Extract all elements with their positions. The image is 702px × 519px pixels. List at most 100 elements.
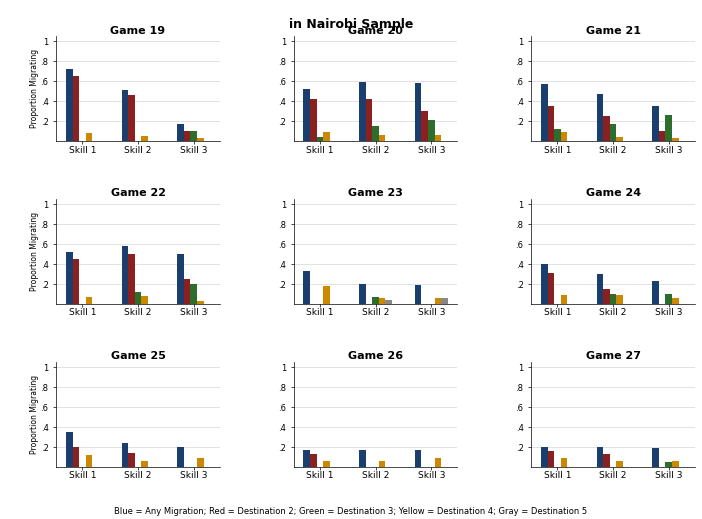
Bar	[610, 125, 616, 141]
Bar	[561, 295, 567, 304]
Bar	[128, 254, 135, 304]
Bar	[597, 274, 603, 304]
Bar	[541, 85, 548, 141]
Bar	[616, 295, 623, 304]
Bar	[415, 285, 421, 304]
Bar	[603, 289, 610, 304]
Bar	[652, 281, 659, 304]
Bar	[86, 455, 92, 467]
Bar	[303, 89, 310, 141]
Bar	[672, 298, 679, 304]
Title: Game 21: Game 21	[585, 25, 641, 36]
Bar	[86, 297, 92, 304]
Bar	[672, 139, 679, 141]
Title: Game 24: Game 24	[585, 188, 641, 198]
Bar	[366, 99, 372, 141]
Y-axis label: Proportion Migrating: Proportion Migrating	[30, 49, 39, 128]
Bar	[428, 120, 435, 141]
Bar	[379, 461, 385, 467]
Title: Game 27: Game 27	[585, 351, 641, 361]
Bar	[303, 450, 310, 467]
Bar	[323, 132, 330, 141]
Bar	[561, 132, 567, 141]
Bar	[72, 447, 79, 467]
Bar	[121, 246, 128, 304]
Bar	[359, 83, 366, 141]
Bar	[121, 443, 128, 467]
Bar	[178, 125, 184, 141]
Bar	[310, 454, 317, 467]
Bar	[603, 454, 610, 467]
Bar	[190, 131, 197, 141]
Bar	[197, 139, 204, 141]
Bar	[141, 296, 148, 304]
Title: Game 23: Game 23	[348, 188, 403, 198]
Bar	[665, 462, 672, 467]
Bar	[603, 116, 610, 141]
Bar	[610, 294, 616, 304]
Bar	[323, 461, 330, 467]
Bar	[86, 133, 92, 141]
Bar	[128, 95, 135, 141]
Bar	[72, 76, 79, 141]
Title: Game 26: Game 26	[348, 351, 403, 361]
Bar	[652, 106, 659, 141]
Bar	[184, 279, 190, 304]
Title: Game 19: Game 19	[110, 25, 166, 36]
Bar	[441, 298, 448, 304]
Bar	[435, 298, 441, 304]
Bar	[303, 271, 310, 304]
Bar	[128, 453, 135, 467]
Bar	[141, 136, 148, 141]
Bar	[359, 284, 366, 304]
Y-axis label: Proportion Migrating: Proportion Migrating	[30, 375, 39, 454]
Bar	[121, 90, 128, 141]
Bar	[379, 135, 385, 141]
Bar	[665, 294, 672, 304]
Title: Game 22: Game 22	[110, 188, 166, 198]
Bar	[548, 106, 554, 141]
Bar	[435, 458, 441, 467]
Title: Game 25: Game 25	[111, 351, 166, 361]
Bar	[548, 451, 554, 467]
Bar	[672, 461, 679, 467]
Bar	[597, 447, 603, 467]
Bar	[616, 138, 623, 141]
Text: in Nairobi Sample: in Nairobi Sample	[289, 18, 413, 31]
Bar	[541, 264, 548, 304]
Bar	[372, 127, 379, 141]
Bar	[616, 461, 623, 467]
Bar	[184, 131, 190, 141]
Bar	[359, 450, 366, 467]
Bar	[178, 447, 184, 467]
Bar	[541, 447, 548, 467]
Bar	[435, 135, 441, 141]
Bar	[178, 254, 184, 304]
Title: Game 20: Game 20	[348, 25, 403, 36]
Bar	[659, 131, 665, 141]
Bar	[665, 115, 672, 141]
Bar	[372, 297, 379, 304]
Bar	[66, 252, 72, 304]
Bar	[72, 259, 79, 304]
Bar	[197, 458, 204, 467]
Bar	[190, 284, 197, 304]
Bar	[415, 84, 421, 141]
Bar	[415, 450, 421, 467]
Bar	[561, 458, 567, 467]
Bar	[323, 286, 330, 304]
Text: Blue = Any Migration; Red = Destination 2; Green = Destination 3; Yellow = Desti: Blue = Any Migration; Red = Destination …	[114, 508, 588, 516]
Bar	[317, 138, 323, 141]
Bar	[597, 94, 603, 141]
Y-axis label: Proportion Migrating: Proportion Migrating	[30, 212, 39, 291]
Bar	[421, 112, 428, 141]
Bar	[197, 301, 204, 304]
Bar	[141, 461, 148, 467]
Bar	[310, 99, 317, 141]
Bar	[554, 129, 561, 141]
Bar	[385, 301, 392, 304]
Bar	[66, 70, 72, 141]
Bar	[135, 292, 141, 304]
Bar	[66, 432, 72, 467]
Bar	[652, 448, 659, 467]
